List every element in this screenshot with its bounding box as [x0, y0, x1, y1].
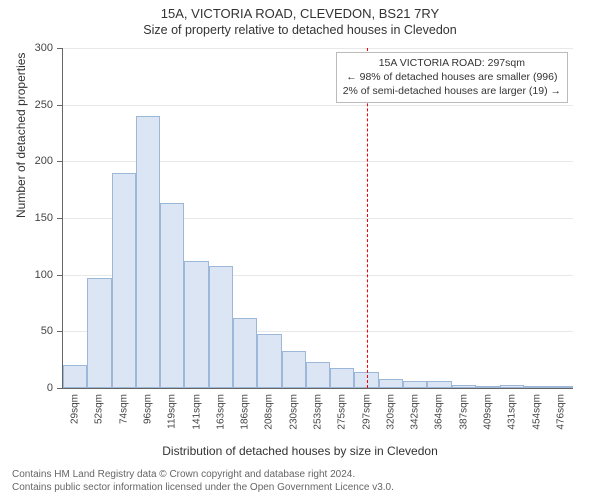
annotation-line2: ← 98% of detached houses are smaller (99…: [343, 70, 561, 84]
histogram-bar: [549, 386, 573, 388]
x-tick-label: 409sqm: [483, 394, 494, 430]
grid-line: [63, 105, 573, 106]
x-tick-label: 74sqm: [118, 394, 129, 424]
x-tick-label: 230sqm: [288, 394, 299, 430]
page-title-line2: Size of property relative to detached ho…: [0, 21, 600, 37]
histogram-bar: [427, 381, 451, 388]
x-tick-label: 342sqm: [410, 394, 421, 430]
x-tick-label: 364sqm: [434, 394, 445, 430]
histogram-bar: [330, 368, 354, 388]
y-tick: [57, 275, 63, 276]
x-tick-label: 119sqm: [167, 394, 178, 429]
histogram-bar: [87, 278, 111, 388]
histogram-bar: [257, 334, 281, 388]
page-title-line1: 15A, VICTORIA ROAD, CLEVEDON, BS21 7RY: [0, 0, 600, 21]
x-tick-label: 320sqm: [385, 394, 396, 430]
annotation-box: 15A VICTORIA ROAD: 297sqm ← 98% of detac…: [336, 52, 568, 103]
y-tick: [57, 218, 63, 219]
histogram-bar: [500, 385, 524, 388]
y-tick-label: 50: [23, 325, 53, 337]
histogram-bar: [184, 261, 208, 388]
annotation-line3: 2% of semi-detached houses are larger (1…: [343, 84, 561, 98]
attribution-line1: Contains HM Land Registry data © Crown c…: [12, 468, 394, 481]
y-tick-label: 300: [23, 42, 53, 54]
chart-container: 15A, VICTORIA ROAD, CLEVEDON, BS21 7RY S…: [0, 0, 600, 500]
histogram-bar: [524, 386, 548, 388]
histogram-bar: [282, 351, 306, 388]
histogram-bar: [306, 362, 330, 388]
y-tick-label: 0: [23, 382, 53, 394]
x-tick-label: 476sqm: [555, 394, 566, 430]
y-tick: [57, 388, 63, 389]
x-tick-label: 253sqm: [313, 394, 324, 430]
histogram-bar: [379, 379, 403, 388]
x-tick-label: 208sqm: [264, 394, 275, 430]
histogram-bar: [233, 318, 257, 388]
attribution-line2: Contains public sector information licen…: [12, 481, 394, 494]
histogram-bar: [476, 386, 500, 388]
y-tick-label: 200: [23, 155, 53, 167]
plot-area: 05010015020025030029sqm52sqm74sqm96sqm11…: [62, 48, 572, 388]
attribution: Contains HM Land Registry data © Crown c…: [12, 468, 394, 494]
grid-line: [63, 48, 573, 49]
y-tick-label: 250: [23, 99, 53, 111]
x-tick-label: 431sqm: [507, 394, 518, 430]
y-tick: [57, 105, 63, 106]
x-axis-label: Distribution of detached houses by size …: [0, 444, 600, 458]
y-tick: [57, 48, 63, 49]
x-tick-label: 52sqm: [94, 394, 105, 424]
y-tick: [57, 161, 63, 162]
histogram-bar: [136, 116, 160, 388]
histogram-bar: [63, 365, 87, 388]
x-tick-label: 29sqm: [70, 394, 81, 424]
y-tick-label: 100: [23, 269, 53, 281]
x-tick-label: 186sqm: [240, 394, 251, 430]
histogram-bar: [403, 381, 427, 388]
y-tick: [57, 331, 63, 332]
x-tick-label: 297sqm: [361, 394, 372, 430]
histogram-bar: [452, 385, 476, 388]
annotation-line1: 15A VICTORIA ROAD: 297sqm: [343, 56, 561, 70]
histogram-bar: [112, 173, 136, 388]
histogram-bar: [160, 203, 184, 388]
x-tick-label: 454sqm: [531, 394, 542, 430]
x-tick-label: 163sqm: [215, 394, 226, 430]
x-tick-label: 387sqm: [458, 394, 469, 430]
x-tick-label: 275sqm: [337, 394, 348, 430]
x-tick-label: 96sqm: [143, 394, 154, 424]
histogram-bar: [209, 266, 233, 388]
x-tick-label: 141sqm: [191, 394, 202, 430]
y-axis-label: Number of detached properties: [14, 53, 28, 218]
y-tick-label: 150: [23, 212, 53, 224]
